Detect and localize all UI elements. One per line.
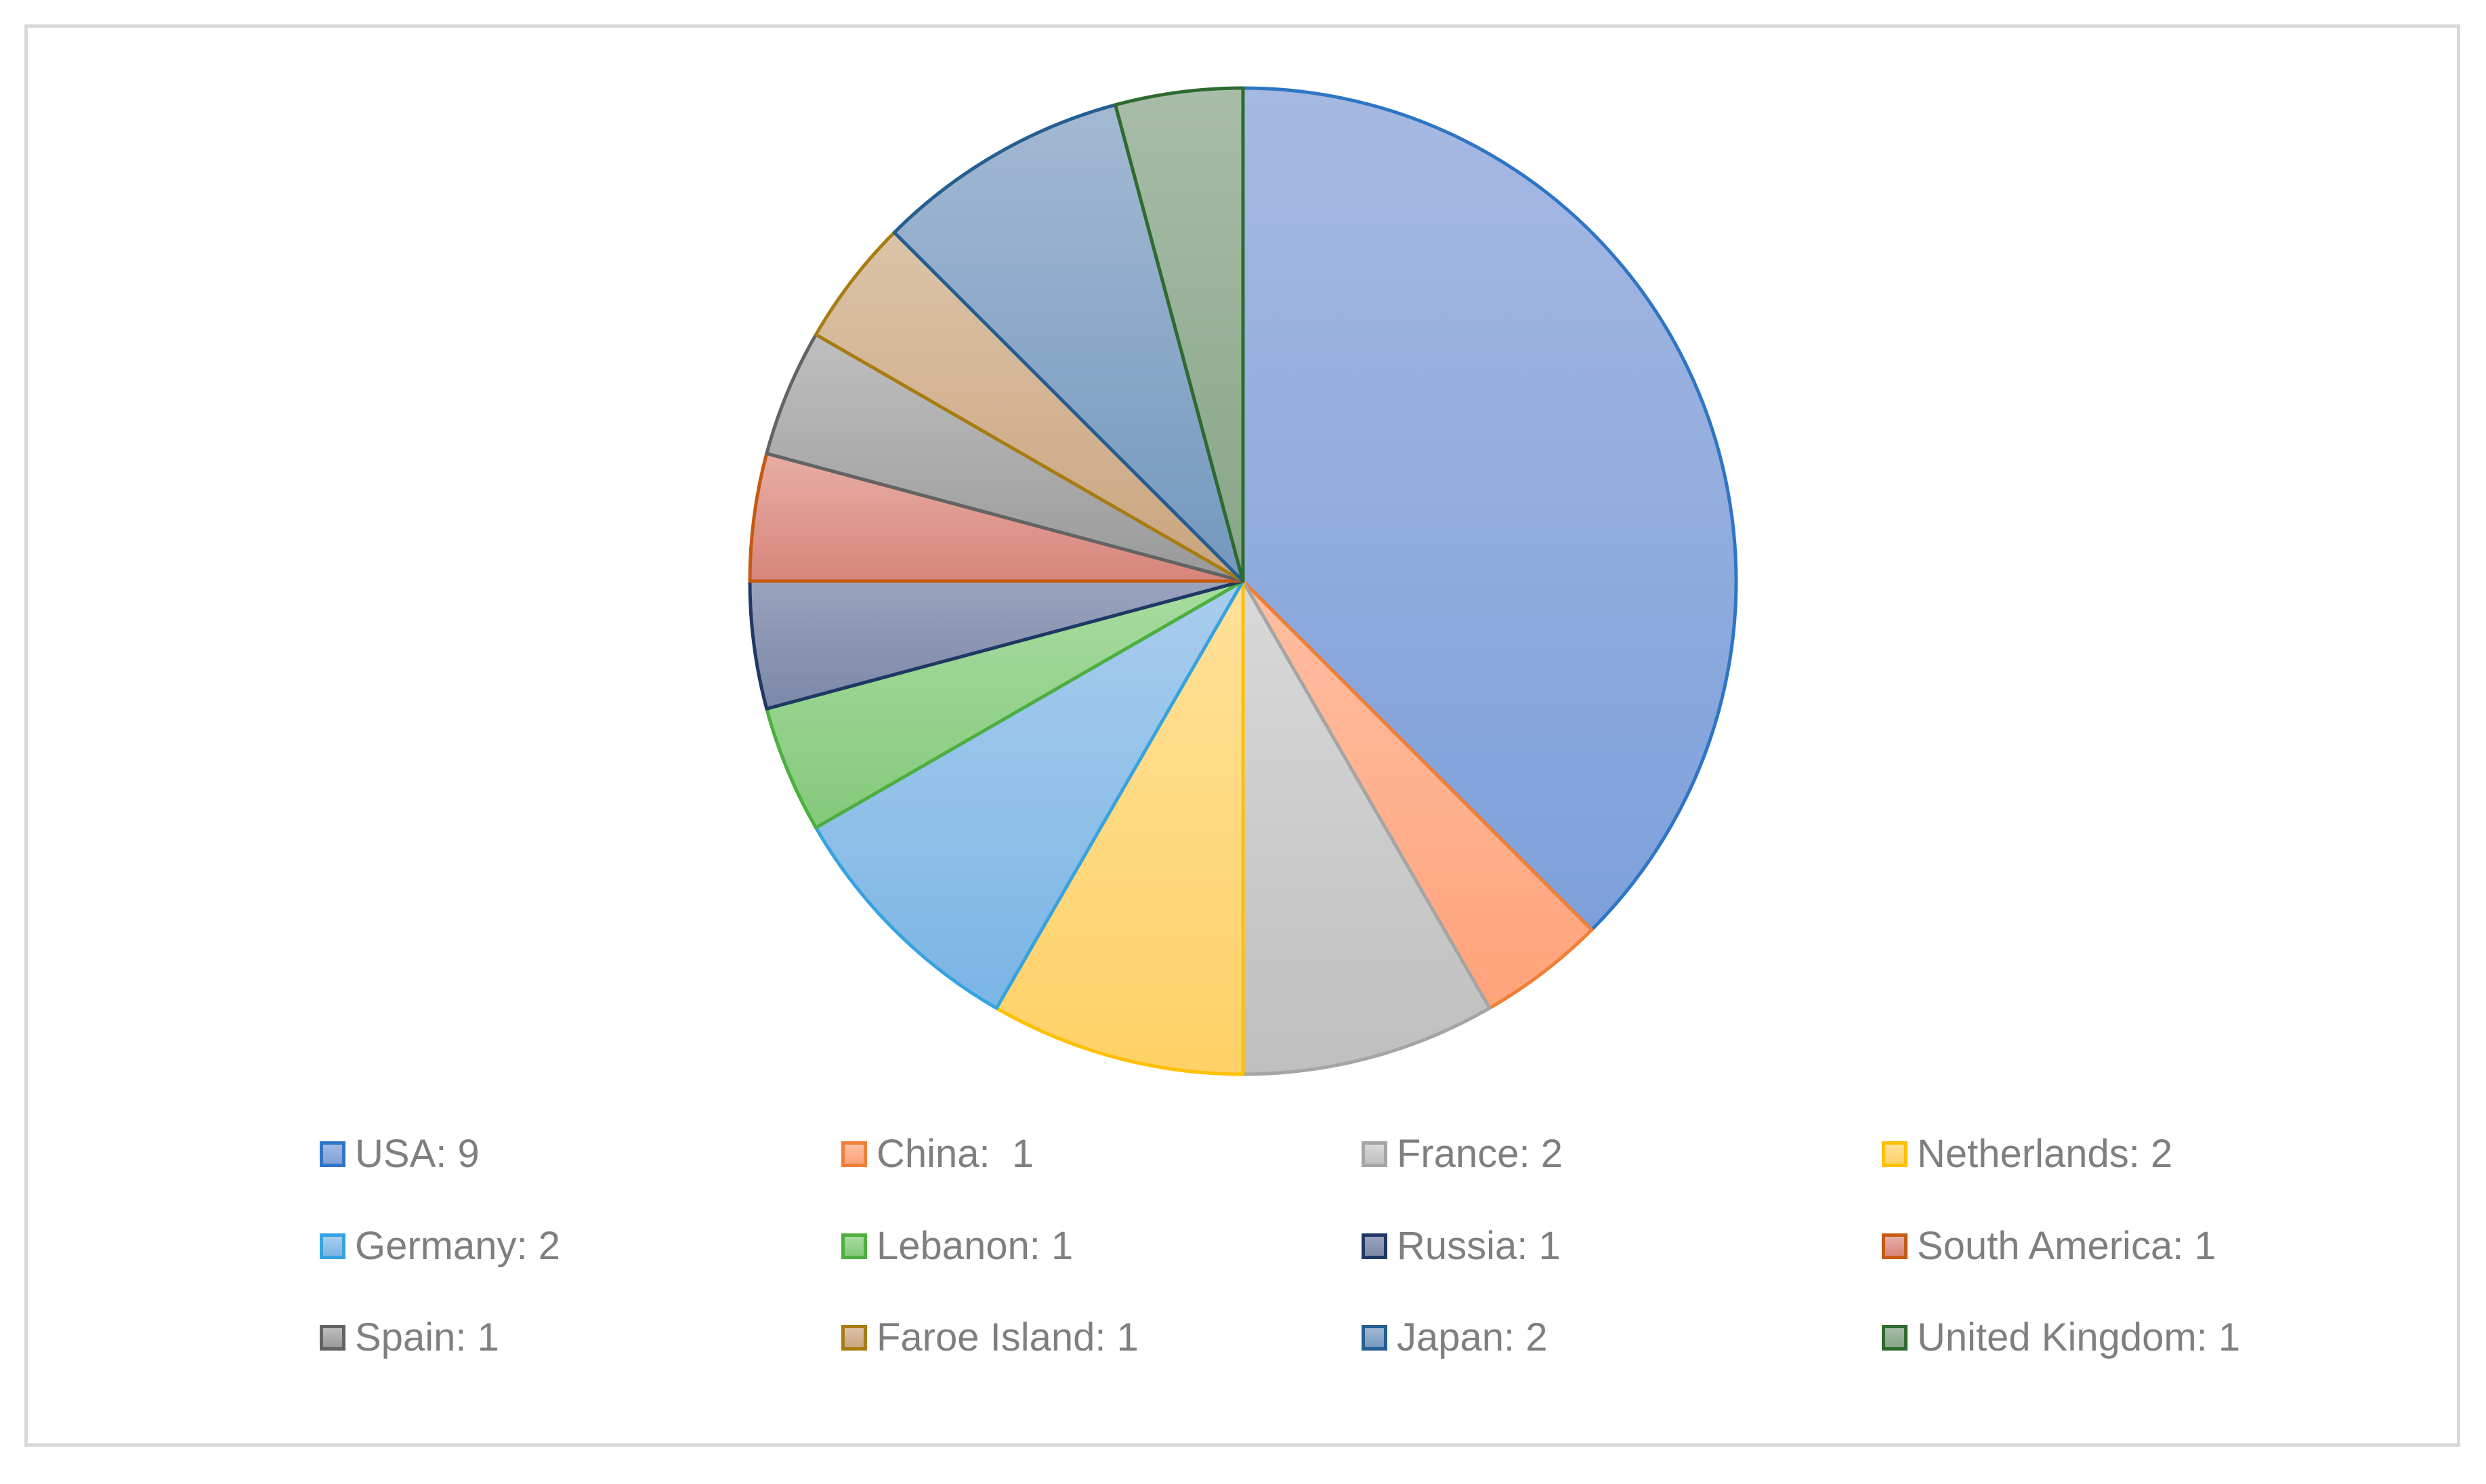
pie-slice-france (1241, 579, 1492, 1076)
pie-slice-usa (1241, 86, 1738, 932)
pie-slice-russia (748, 579, 1245, 711)
pie-slice-spain (765, 333, 1245, 583)
pie-slice-lebanon (765, 579, 1245, 830)
pie-slice-netherlands (994, 579, 1245, 1076)
pie-slice-china (1241, 579, 1594, 1010)
pie-slice-germany (814, 579, 1245, 1010)
pie-slice-united-kingdom (1114, 86, 1245, 583)
pie-slice-faroe-island (814, 230, 1245, 583)
pie-slice-japan (892, 103, 1245, 583)
pie-slices (748, 86, 1738, 1076)
